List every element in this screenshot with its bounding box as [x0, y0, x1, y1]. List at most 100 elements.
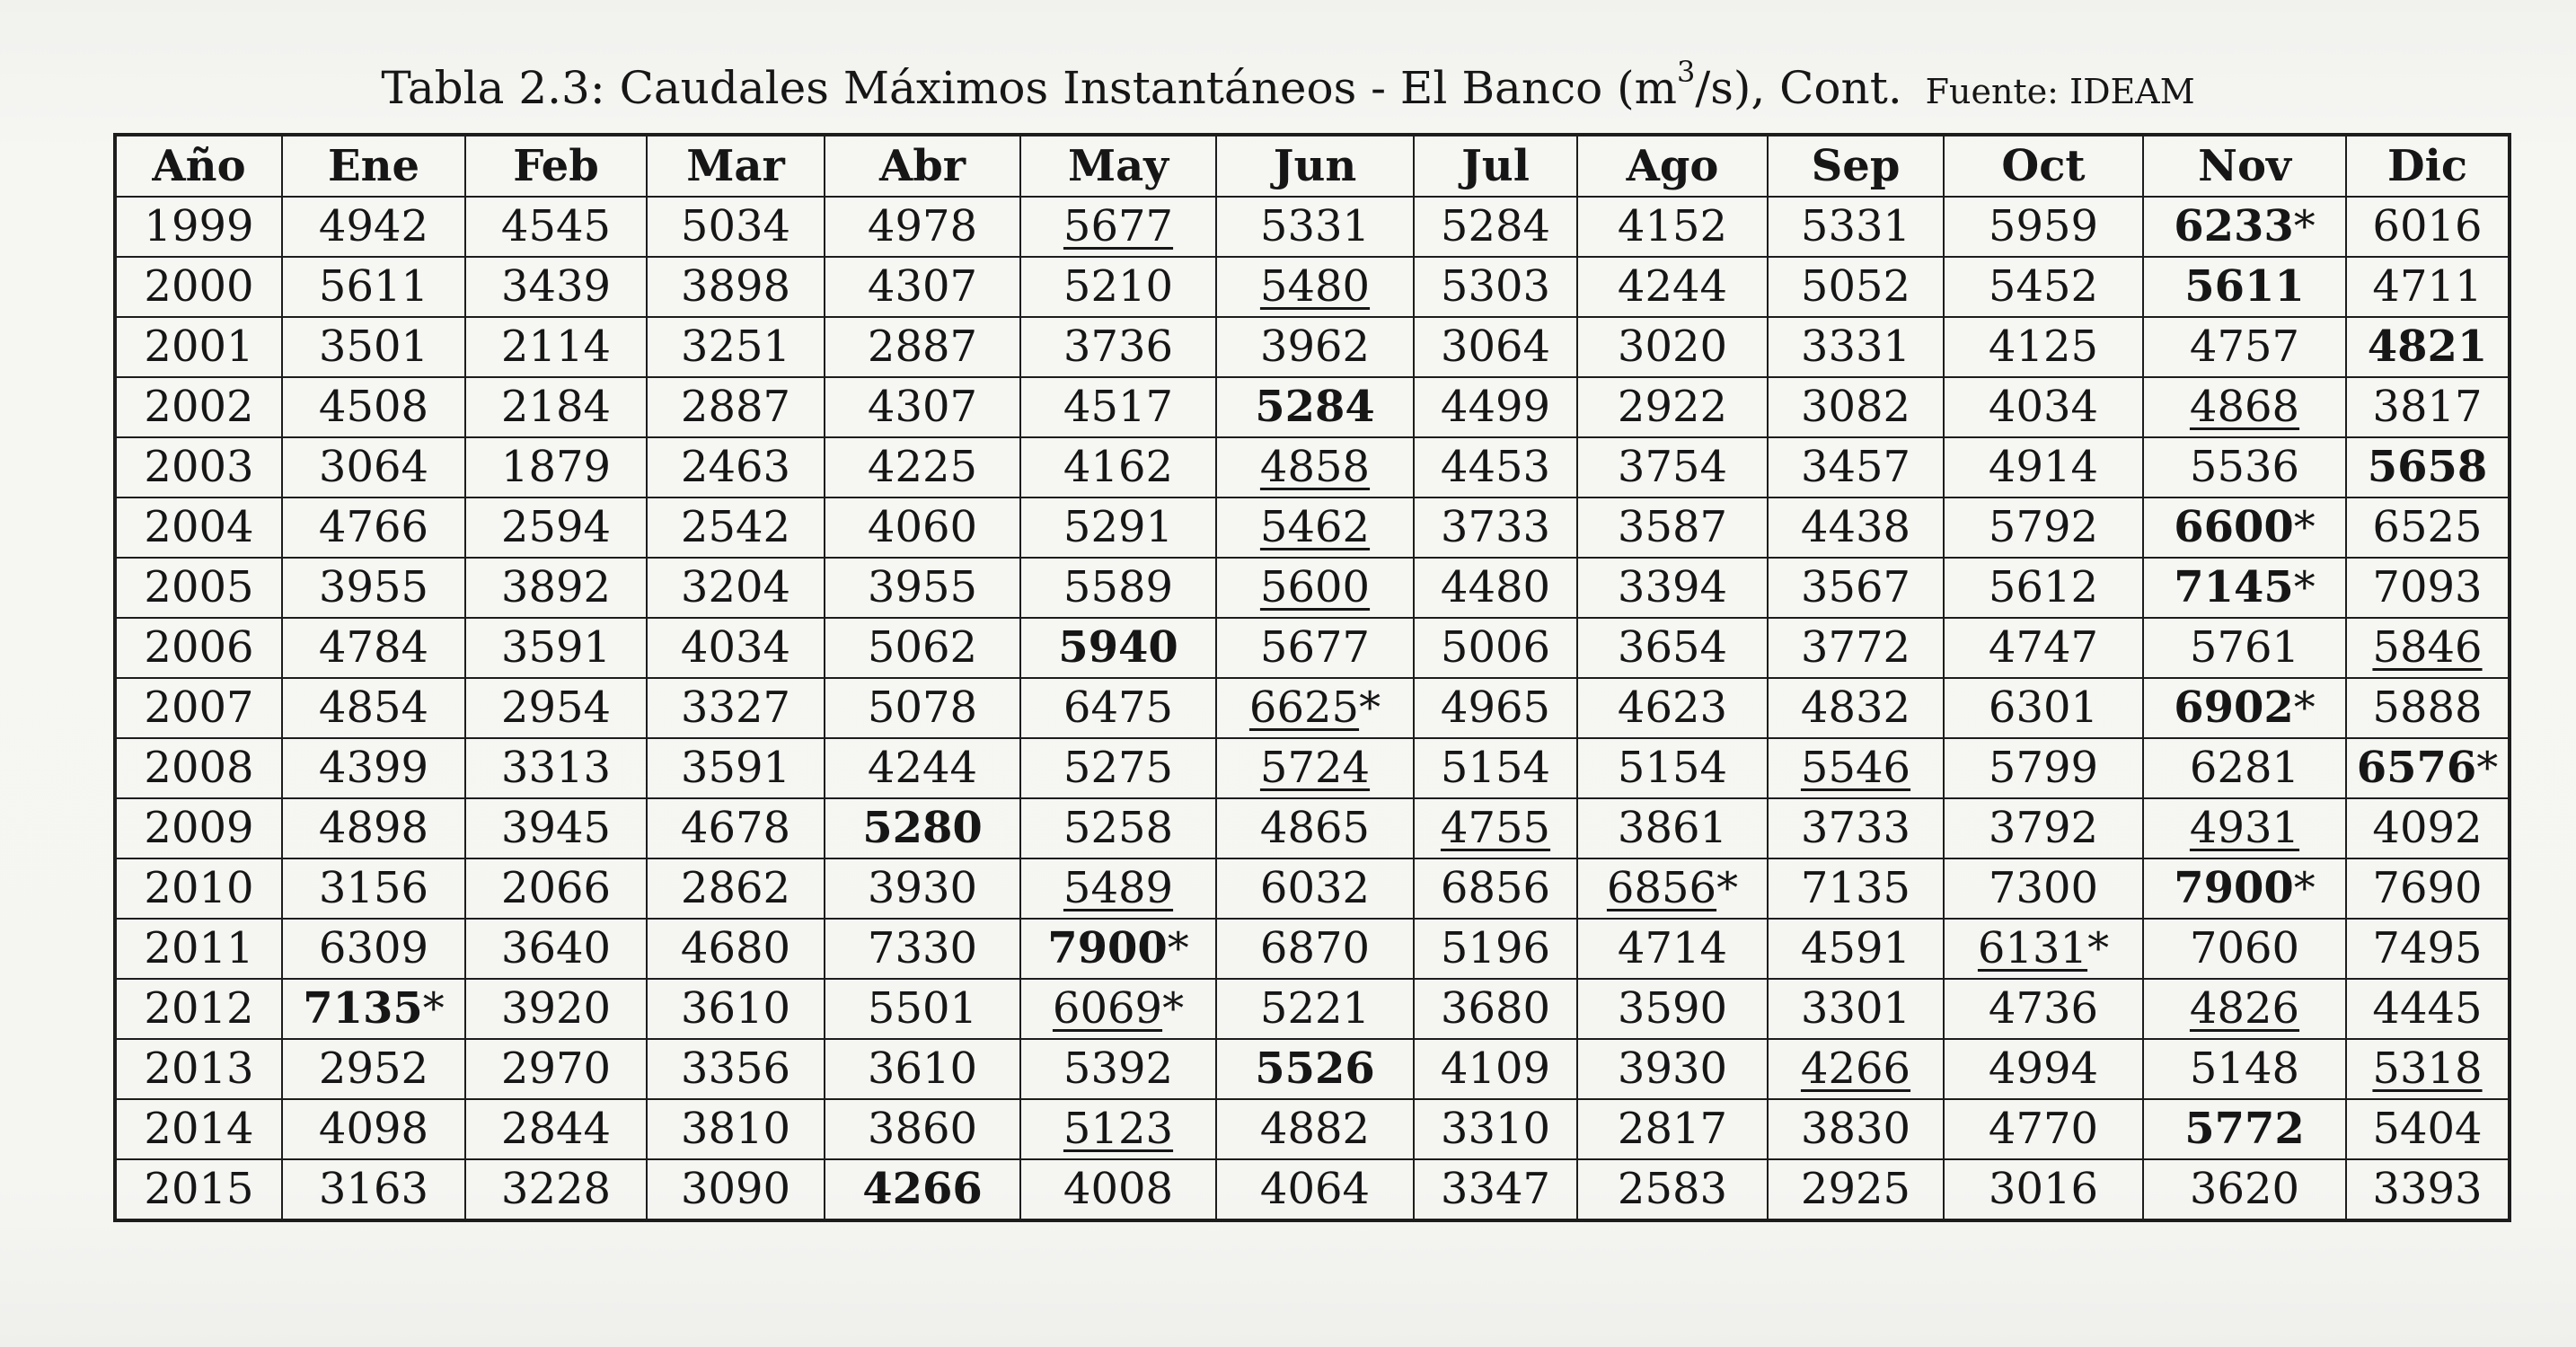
discharge-value: 5062: [867, 622, 978, 673]
discharge-value: 2542: [680, 502, 791, 552]
discharge-value: 6281: [2189, 743, 2300, 793]
discharge-cell: 6131*: [1943, 918, 2144, 980]
discharge-value: 5052: [1800, 261, 1911, 312]
discharge-value: 2952: [318, 1043, 429, 1094]
year-cell: 2006: [114, 617, 283, 679]
discharge-cell: 5404: [2345, 1098, 2510, 1160]
discharge-cell: 4399: [281, 737, 466, 799]
table-row: 2011 6309 3640 4680 7330 7900* 6870 5196 4714 459…: [114, 918, 2510, 980]
discharge-table: Año Ene Feb Mar Abr May Jun Jul Ago Sep …: [113, 133, 2511, 1222]
discharge-value: 5318: [2372, 1043, 2483, 1094]
discharge-cell: 3654: [1576, 617, 1769, 679]
discharge-value: 2970: [500, 1043, 612, 1094]
discharge-cell: 4244: [824, 737, 1021, 799]
table-container: Año Ene Feb Mar Abr May Jun Jul Ago Sep …: [113, 133, 2511, 1222]
discharge-value: 3327: [680, 682, 791, 733]
discharge-value: 2887: [867, 321, 978, 372]
discharge-cell: 6600*: [2142, 497, 2347, 559]
discharge-value: 4545: [500, 201, 612, 251]
discharge-cell: 5501: [824, 978, 1021, 1040]
discharge-cell: 5940: [1019, 617, 1217, 679]
discharge-value: 4832: [1800, 682, 1911, 733]
table-row: 2006 4784 3591 4034 5062 5940 5677 5006 3654 3772…: [114, 617, 2510, 679]
header-month: Ene: [281, 134, 466, 198]
asterisk-mark: *: [1167, 923, 1189, 973]
discharge-value: 3064: [1440, 321, 1551, 372]
discharge-cell: 4508: [281, 376, 466, 438]
discharge-cell: 5123: [1019, 1098, 1217, 1160]
discharge-cell: 5452: [1943, 256, 2144, 318]
discharge-value: 7300: [1988, 863, 2099, 913]
discharge-value: 3439: [500, 261, 612, 312]
table-row: 2004 4766 2594 2542 4060 5291 5462 3733 3587 4438…: [114, 497, 2510, 559]
year-cell: 2011: [114, 918, 283, 980]
discharge-value: 2463: [680, 442, 791, 492]
discharge-cell: 5284: [1413, 196, 1578, 258]
discharge-value: 4914: [1988, 442, 2099, 492]
discharge-value: 3955: [318, 562, 429, 612]
discharge-cell: 4826: [2142, 978, 2347, 1040]
discharge-value: 4714: [1617, 923, 1728, 973]
discharge-value: 5846: [2372, 622, 2483, 673]
discharge-value: 5284: [1440, 201, 1551, 251]
discharge-value: 7900: [2174, 863, 2294, 913]
table-row: 2005 3955 3892 3204 3955 5589 5600 4480 3394 3567…: [114, 557, 2510, 619]
year-value: 2000: [144, 261, 254, 312]
table-row: 1999 4942 4545 5034 4978 5677 5331 5284 4152 5331…: [114, 196, 2510, 258]
discharge-cell: 4711: [2345, 256, 2510, 318]
discharge-value: 4109: [1440, 1043, 1551, 1094]
discharge-cell: 6016: [2345, 196, 2510, 258]
header-row: Año Ene Feb Mar Abr May Jun Jul Ago Sep …: [114, 134, 2510, 198]
discharge-cell: 4125: [1943, 316, 2144, 378]
discharge-cell: 6032: [1215, 858, 1415, 920]
discharge-cell: 3163: [281, 1158, 466, 1221]
discharge-value: 5404: [2372, 1104, 2483, 1154]
discharge-cell: 3817: [2345, 376, 2510, 438]
discharge-cell: 7330: [824, 918, 1021, 980]
discharge-value: 2066: [500, 863, 612, 913]
discharge-value: 6870: [1259, 923, 1371, 973]
discharge-cell: 5888: [2345, 677, 2510, 739]
discharge-value: 7330: [867, 923, 978, 973]
discharge-value: 4978: [867, 201, 978, 251]
discharge-value: 4225: [867, 442, 978, 492]
discharge-value: 5154: [1440, 743, 1551, 793]
discharge-cell: 7900*: [2142, 858, 2347, 920]
discharge-cell: 3955: [824, 557, 1021, 619]
discharge-cell: 2594: [464, 497, 648, 559]
discharge-cell: 4854: [281, 677, 466, 739]
discharge-value: 3204: [680, 562, 791, 612]
header-month: Feb: [464, 134, 648, 198]
asterisk-mark: *: [1359, 682, 1381, 733]
discharge-cell: 5546: [1767, 737, 1945, 799]
discharge-value: 5526: [1255, 1043, 1375, 1094]
discharge-value: 7093: [2372, 562, 2483, 612]
discharge-cell: 7060: [2142, 918, 2347, 980]
year-value: 2015: [144, 1164, 254, 1214]
discharge-cell: 5154: [1413, 737, 1578, 799]
discharge-cell: 3020: [1576, 316, 1769, 378]
discharge-cell: 4868: [2142, 376, 2347, 438]
discharge-cell: 4008: [1019, 1158, 1217, 1221]
discharge-cell: 3204: [646, 557, 825, 619]
discharge-value: 5589: [1063, 562, 1174, 612]
asterisk-mark: *: [2293, 682, 2316, 733]
discharge-value: 6301: [1988, 682, 2099, 733]
discharge-cell: 7145*: [2142, 557, 2347, 619]
year-value: 2008: [144, 743, 254, 793]
discharge-cell: 5489: [1019, 858, 1217, 920]
discharge-value: 4826: [2189, 983, 2300, 1034]
discharge-value: 6625: [1248, 682, 1360, 733]
discharge-value: 5462: [1259, 502, 1371, 552]
discharge-cell: 6069*: [1019, 978, 1217, 1040]
asterisk-mark: *: [422, 983, 445, 1034]
year-cell: 2013: [114, 1038, 283, 1100]
year-value: 2010: [144, 863, 254, 913]
discharge-cell: 3567: [1767, 557, 1945, 619]
discharge-value: 4770: [1988, 1104, 2099, 1154]
discharge-value: 3754: [1617, 442, 1728, 492]
discharge-cell: 5600: [1215, 557, 1415, 619]
year-value: 2004: [144, 502, 254, 552]
discharge-value: 4098: [318, 1104, 429, 1154]
discharge-cell: 3313: [464, 737, 648, 799]
